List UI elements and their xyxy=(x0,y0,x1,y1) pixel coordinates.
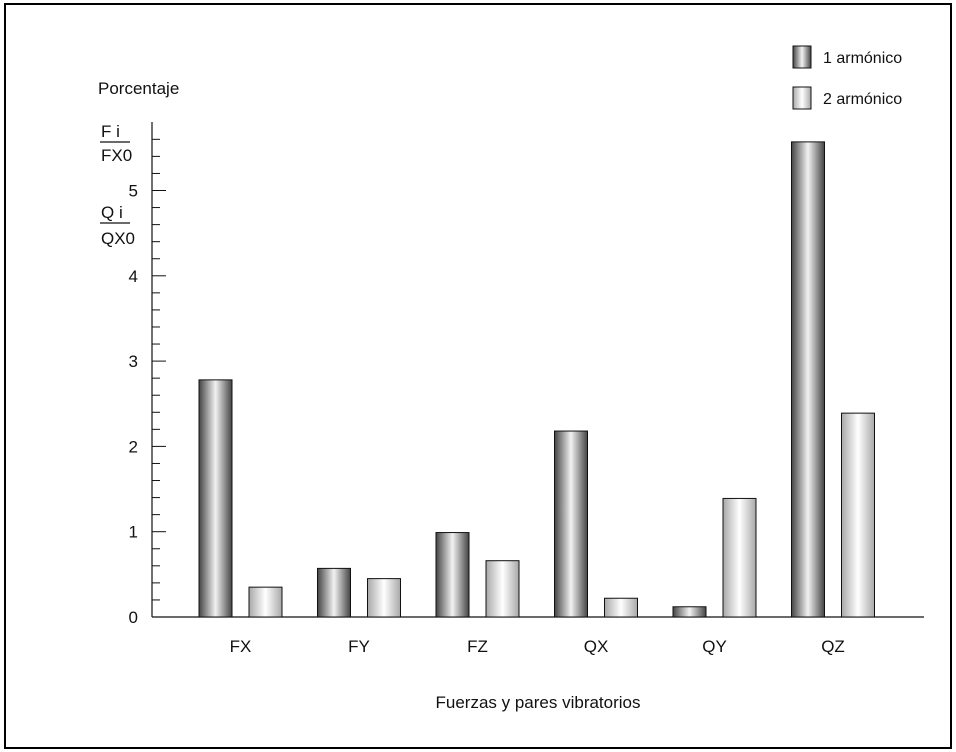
y-tick-label: 4 xyxy=(129,267,138,286)
x-tick-label-qz: QZ xyxy=(821,637,845,656)
bar-qy-series-2 xyxy=(722,497,757,618)
y-axis-label: Porcentaje xyxy=(98,79,179,98)
y-fraction-2-denominator: QX0 xyxy=(101,229,135,248)
y-fraction-2-numerator: Q i xyxy=(101,203,123,222)
chart-frame: Porcentaje F i FX0 Q i QX0 0 1 2 3 4 5 FX FY FZ… xyxy=(4,3,952,749)
y-tick-label: 1 xyxy=(129,523,138,542)
bar-qx-series-1 xyxy=(554,430,588,618)
x-tick-label-fz: FZ xyxy=(467,637,488,656)
y-fraction-1-denominator: FX0 xyxy=(101,146,132,165)
bar-fx-series-1 xyxy=(198,379,233,618)
legend-label-2: 2 armónico xyxy=(823,91,902,108)
bar-qz-series-1 xyxy=(791,141,825,618)
bar-fz-series-1 xyxy=(435,532,470,618)
y-tick-label: 2 xyxy=(129,437,138,456)
bar-fx-series-2 xyxy=(248,586,283,618)
bar-qz-series-2 xyxy=(841,412,875,618)
y-tick-label: 5 xyxy=(129,182,138,201)
bar-qy-series-1 xyxy=(672,606,707,618)
x-axis-label: Fuerzas y pares vibratorios xyxy=(435,693,640,712)
y-tick-label: 0 xyxy=(129,608,138,627)
x-tick-label-fy: FY xyxy=(348,637,370,656)
bar-chart: Porcentaje F i FX0 Q i QX0 0 1 2 3 4 5 FX FY FZ… xyxy=(98,45,924,712)
y-tick-label: 3 xyxy=(129,352,138,371)
bar-fy-series-2 xyxy=(367,578,401,618)
y-fraction-1-numerator: F i xyxy=(101,122,120,141)
x-tick-label-fx: FX xyxy=(230,637,252,656)
x-tick-label-qy: QY xyxy=(702,637,727,656)
legend-label-1: 1 armónico xyxy=(823,50,902,67)
x-tick-label-qx: QX xyxy=(584,637,609,656)
legend-swatch-2 xyxy=(792,86,812,110)
bar-qx-series-2 xyxy=(604,597,638,618)
bar-fy-series-1 xyxy=(317,567,351,618)
bar-fz-series-2 xyxy=(485,560,520,618)
legend-swatch-1 xyxy=(792,45,812,69)
